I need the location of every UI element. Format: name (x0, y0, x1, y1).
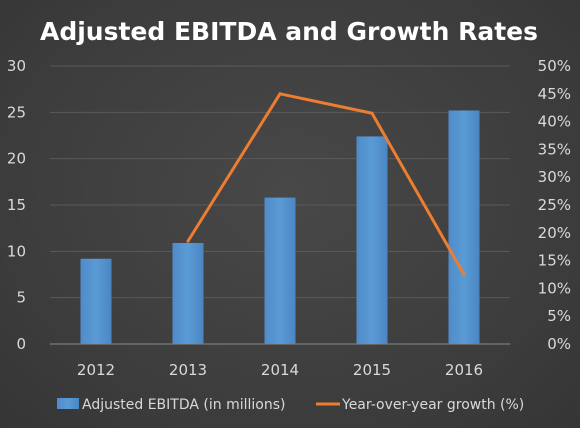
x-tick-label: 2012 (77, 361, 115, 379)
left-tick-label: 15 (7, 196, 26, 214)
left-tick-label: 5 (16, 289, 26, 307)
left-y-axis: 0 5 10 15 20 25 30 (7, 57, 26, 353)
legend: Adjusted EBITDA (in millions) Year-over-y… (57, 397, 524, 413)
bar (172, 242, 204, 344)
x-axis: 2012 2013 2014 2015 2016 (77, 361, 483, 379)
right-tick-label: 40% (538, 113, 571, 131)
legend-bar-swatch (57, 398, 79, 409)
line-series (186, 92, 466, 276)
right-tick-label: 15% (538, 252, 571, 270)
line-point (278, 92, 282, 96)
bar-series (80, 110, 480, 344)
right-tick-label: 35% (538, 140, 571, 158)
right-tick-label: 0% (547, 335, 571, 353)
right-tick-label: 50% (538, 57, 571, 75)
bar (356, 136, 388, 344)
x-tick-label: 2013 (169, 361, 207, 379)
line-point (462, 273, 466, 276)
x-tick-label: 2015 (353, 361, 391, 379)
right-tick-label: 10% (538, 279, 571, 297)
legend-bar-label: Adjusted EBITDA (in millions) (82, 397, 285, 413)
bar (448, 110, 480, 344)
left-tick-label: 25 (7, 103, 26, 121)
left-tick-label: 20 (7, 150, 26, 168)
x-tick-label: 2014 (261, 361, 299, 379)
left-tick-label: 30 (7, 57, 26, 75)
right-tick-label: 25% (538, 196, 571, 214)
legend-line-label: Year-over-year growth (%) (341, 397, 524, 413)
x-tick-label: 2016 (445, 361, 483, 379)
right-tick-label: 30% (538, 168, 571, 186)
chart-title: Adjusted EBITDA and Growth Rates (40, 17, 538, 46)
right-tick-label: 20% (538, 224, 571, 242)
left-tick-label: 10 (7, 242, 26, 260)
growth-line (186, 92, 466, 276)
line-point (186, 239, 190, 243)
bar (80, 258, 112, 344)
line-point (370, 111, 374, 115)
right-tick-label: 45% (538, 85, 571, 103)
bar (264, 197, 296, 344)
left-tick-label: 0 (16, 335, 26, 353)
right-tick-label: 5% (547, 307, 571, 325)
right-y-axis: 0% 5% 10% 15% 20% 25% 30% 35% 40% 45% 50% (538, 57, 571, 353)
